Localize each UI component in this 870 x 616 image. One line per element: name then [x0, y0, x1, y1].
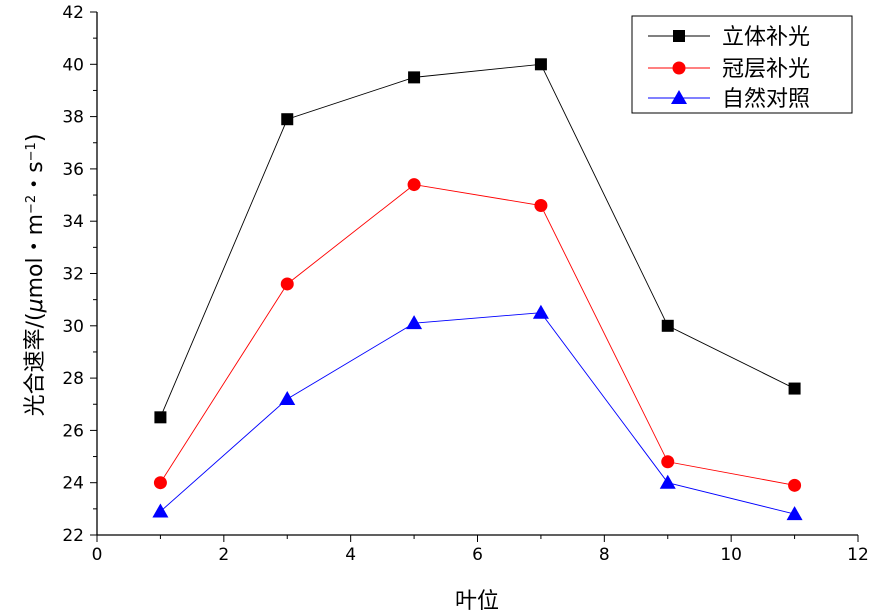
y-tick-label-3: 28 [62, 369, 84, 389]
data-point-s2-0 [152, 503, 169, 518]
data-point-s1-0 [153, 476, 167, 490]
legend-marker-1 [672, 61, 686, 75]
x-tick-label-2: 4 [345, 545, 356, 565]
series-markers [152, 58, 803, 521]
data-point-s0-2 [408, 71, 421, 84]
data-point-s1-1 [280, 277, 294, 291]
data-point-s0-1 [281, 113, 294, 126]
data-point-s2-3 [532, 304, 549, 319]
data-point-s2-4 [659, 474, 676, 489]
legend-marker-0 [673, 30, 685, 42]
y-tick-label-4: 30 [62, 317, 84, 337]
series-line-2 [160, 312, 795, 515]
series-line-0 [160, 63, 795, 418]
data-point-s2-2 [406, 315, 423, 330]
y-tick-label-8: 38 [62, 108, 84, 128]
data-point-s0-3 [534, 58, 547, 71]
data-point-s1-4 [661, 455, 675, 469]
x-tick-label-4: 8 [599, 545, 610, 565]
legend-label-2: 自然对照 [722, 87, 810, 112]
x-tick-label-3: 6 [472, 545, 483, 565]
data-point-s1-2 [407, 178, 421, 192]
data-point-s2-1 [279, 391, 296, 406]
data-point-s2-5 [786, 506, 803, 521]
x-tick-label-0: 0 [92, 545, 103, 565]
y-tick-label-1: 24 [62, 474, 84, 494]
y-tick-label-6: 34 [62, 212, 84, 232]
y-tick-label-7: 36 [62, 160, 84, 180]
series-line-1 [160, 184, 795, 486]
data-point-s1-3 [534, 199, 548, 213]
legend-label-0: 立体补光 [722, 25, 810, 50]
y-tick-label-5: 32 [62, 265, 84, 285]
data-point-s0-0 [154, 411, 167, 424]
legend-marker-2 [671, 90, 687, 104]
legend-box [631, 15, 853, 114]
x-axis-title: 叶位 [455, 589, 499, 614]
data-point-s1-5 [788, 478, 802, 492]
y-tick-label-9: 40 [62, 55, 84, 75]
series-lines [160, 63, 795, 515]
legend-label-1: 冠层补光 [722, 57, 810, 82]
y-tick-label-10: 42 [62, 3, 84, 23]
x-tick-label-6: 12 [847, 545, 869, 565]
data-point-s0-4 [661, 319, 674, 332]
legend: 立体补光 冠层补光 自然对照 [631, 15, 853, 114]
y-axis-title: 光合速率/(μmol・m−2・s−1) [23, 134, 48, 417]
data-point-s0-5 [788, 382, 801, 395]
y-tick-label-2: 26 [62, 421, 84, 441]
x-tick-label-5: 10 [720, 545, 742, 565]
y-tick-label-0: 22 [62, 526, 84, 546]
x-tick-label-1: 2 [218, 545, 229, 565]
